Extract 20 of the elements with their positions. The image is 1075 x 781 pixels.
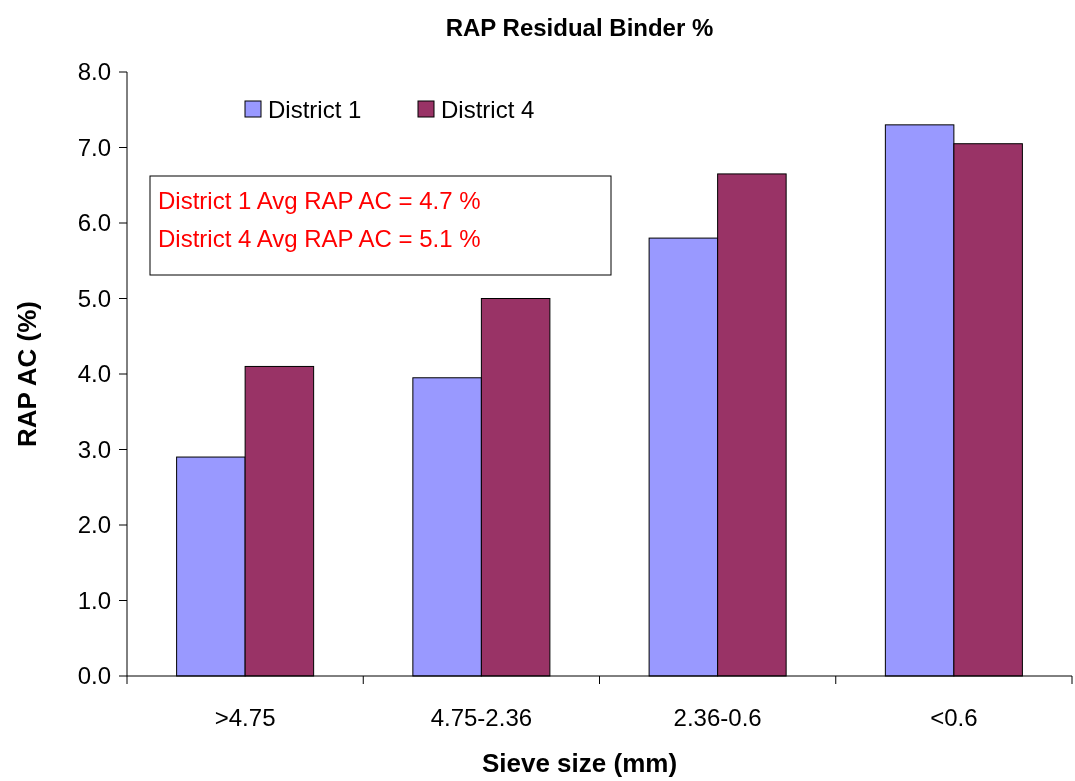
y-tick-label: 1.0 — [77, 586, 111, 614]
annotation: District 4 Avg RAP AC = 5.1 % — [158, 225, 481, 253]
x-tick-label: >4.75 — [214, 704, 276, 731]
x-tick-label: 4.75-2.36 — [430, 704, 533, 731]
y-tick-label: 7.0 — [77, 133, 111, 161]
y-tick-label: 0.0 — [77, 662, 111, 690]
x-axis-title: Sieve size (mm) — [481, 748, 678, 778]
y-tick-label: 2.0 — [77, 511, 111, 539]
legend-label: District 1 — [268, 96, 362, 124]
y-tick-label: 8.0 — [77, 58, 111, 86]
chart-title: RAP Residual Binder % — [445, 14, 714, 41]
annotation: District 1 Avg RAP AC = 4.7 % — [158, 187, 481, 215]
x-tick-label: 2.36-0.6 — [673, 704, 762, 731]
y-tick-label: 4.0 — [77, 360, 111, 388]
y-tick-label: 6.0 — [77, 209, 111, 237]
y-axis-title: RAP AC (%) — [12, 301, 42, 447]
y-tick-label: 5.0 — [77, 284, 111, 312]
legend-label: District 4 — [441, 96, 535, 124]
y-tick-label: 3.0 — [77, 435, 111, 463]
x-tick-label: <0.6 — [930, 704, 978, 731]
